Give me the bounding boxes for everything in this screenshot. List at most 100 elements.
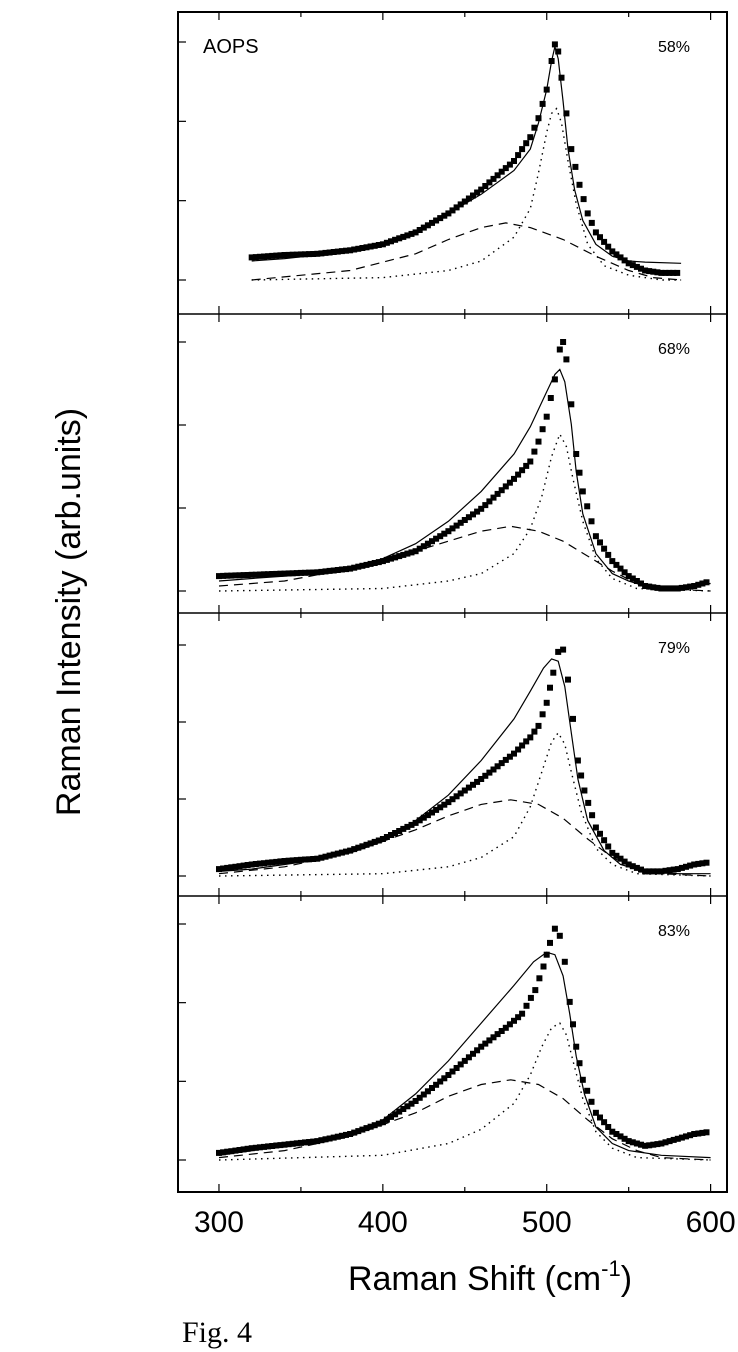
data-point xyxy=(408,549,415,556)
fit-line xyxy=(251,46,682,264)
data-point xyxy=(330,1134,337,1141)
data-point xyxy=(228,864,235,871)
data-point xyxy=(543,86,550,93)
data-point xyxy=(371,560,378,566)
data-point xyxy=(678,864,685,871)
data-point xyxy=(437,215,444,222)
data-point xyxy=(695,581,702,588)
panel-4: 83% xyxy=(178,895,727,1192)
data-point xyxy=(334,248,341,255)
data-point xyxy=(543,413,550,420)
data-point xyxy=(535,438,542,445)
data-point xyxy=(617,565,624,572)
data-point xyxy=(568,401,575,408)
data-point xyxy=(609,558,616,565)
data-point xyxy=(551,41,558,48)
data-point xyxy=(457,519,464,526)
data-point xyxy=(302,251,308,258)
data-point xyxy=(617,254,624,261)
data-point xyxy=(662,1139,669,1146)
data-point xyxy=(388,832,394,838)
data-point xyxy=(355,844,362,851)
data-point xyxy=(535,115,542,122)
data-point xyxy=(642,267,649,274)
data-point xyxy=(322,249,329,256)
data-point xyxy=(646,1142,653,1149)
data-point xyxy=(314,855,321,862)
data-point xyxy=(494,763,501,770)
data-point xyxy=(584,210,591,217)
data-point xyxy=(306,251,313,258)
data-point xyxy=(277,570,284,577)
data-point xyxy=(449,1068,456,1075)
data-point xyxy=(461,198,468,205)
data-point xyxy=(515,471,522,478)
data-point xyxy=(670,866,677,873)
data-point xyxy=(555,648,562,655)
data-point xyxy=(539,711,546,718)
data-point xyxy=(408,821,415,828)
data-point xyxy=(367,840,374,847)
data-point xyxy=(347,247,354,254)
data-point xyxy=(699,860,706,867)
data-point xyxy=(536,975,543,982)
data-point xyxy=(420,814,427,821)
panel-1: 58% xyxy=(178,12,712,314)
data-point xyxy=(228,1148,235,1155)
data-point xyxy=(285,570,292,577)
data-point xyxy=(482,183,489,189)
data-point xyxy=(486,179,493,186)
data-point xyxy=(515,152,522,159)
data-point xyxy=(650,868,657,875)
data-point xyxy=(269,571,276,577)
data-point xyxy=(220,865,227,872)
data-point xyxy=(261,571,267,578)
data-point xyxy=(486,498,493,505)
data-point xyxy=(578,772,585,779)
data-point xyxy=(285,857,292,864)
data-point xyxy=(228,572,235,579)
data-point xyxy=(674,269,681,276)
data-point xyxy=(601,545,608,552)
data-point xyxy=(404,232,411,239)
data-point xyxy=(687,1132,694,1139)
data-point xyxy=(568,146,575,153)
data-point xyxy=(527,458,534,465)
data-point xyxy=(474,508,481,515)
data-point xyxy=(662,585,669,592)
data-point xyxy=(650,584,657,591)
data-point xyxy=(654,1141,661,1148)
panel-label: 58% xyxy=(658,39,690,56)
data-point xyxy=(285,1141,292,1148)
data-point xyxy=(556,346,563,353)
fit-line xyxy=(218,368,711,587)
data-point xyxy=(511,158,517,164)
data-point xyxy=(666,585,673,592)
data-point xyxy=(252,861,259,867)
data-point xyxy=(400,551,407,558)
data-point xyxy=(597,234,603,241)
data-point xyxy=(662,867,669,874)
data-point xyxy=(633,578,640,584)
data-point xyxy=(277,252,284,259)
data-point xyxy=(506,479,513,486)
data-point xyxy=(232,572,239,579)
data-point xyxy=(605,843,612,850)
data-point xyxy=(248,254,255,261)
data-point xyxy=(265,571,272,578)
data-point xyxy=(613,852,620,859)
data-point xyxy=(437,533,444,540)
data-point xyxy=(617,855,624,862)
plot-frame xyxy=(177,11,728,1193)
data-point xyxy=(560,339,567,345)
data-point xyxy=(478,186,485,193)
data-point xyxy=(343,1131,349,1138)
data-point xyxy=(601,1119,608,1126)
data-point xyxy=(494,172,501,179)
data-point xyxy=(318,1137,325,1144)
data-point xyxy=(326,249,333,256)
data-point xyxy=(297,1139,304,1146)
data-series xyxy=(216,646,710,875)
data-point xyxy=(515,746,522,753)
